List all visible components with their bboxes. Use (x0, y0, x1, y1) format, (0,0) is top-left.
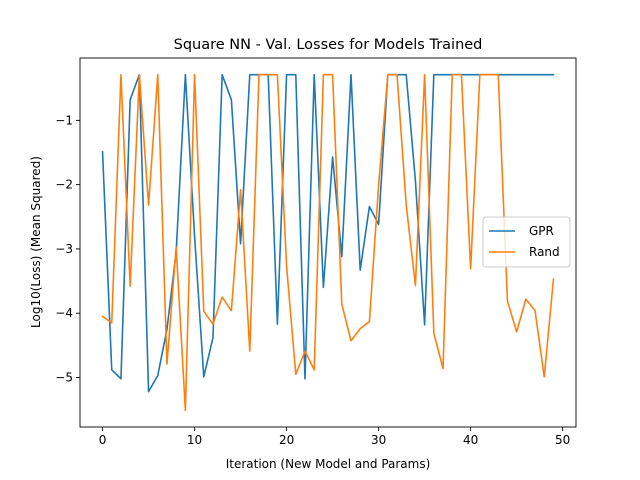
chart-title: Square NN - Val. Losses for Models Train… (174, 37, 483, 53)
series-line-rand (101, 73, 555, 412)
x-axis-label: Iteration (New Model and Params) (226, 457, 431, 471)
legend: GPR Rand (482, 216, 571, 268)
x-tick-label: 0 (99, 433, 107, 447)
axes: 0 10 20 30 40 50 −5 −4 −3 −2 −1 (55, 57, 577, 447)
x-tick-label: 40 (463, 433, 478, 447)
y-tick-label: −1 (55, 113, 73, 127)
y-tick-label: −4 (55, 306, 73, 320)
y-tick-label: −3 (55, 242, 73, 256)
series-line-gpr (101, 73, 555, 393)
axes-frame (79, 57, 577, 428)
y-axis-label: Log10(Loss) (Mean Squared) (29, 156, 43, 328)
y-tick-label: −5 (55, 371, 73, 385)
legend-box (482, 216, 571, 268)
y-tick-label: −2 (55, 178, 73, 192)
legend-label-rand: Rand (529, 245, 560, 259)
x-tick-label: 20 (279, 433, 294, 447)
x-tick-label: 10 (187, 433, 202, 447)
x-tick-label: 30 (371, 433, 386, 447)
plot-area (101, 73, 555, 412)
x-tick-label: 50 (555, 433, 570, 447)
legend-label-gpr: GPR (529, 224, 554, 238)
